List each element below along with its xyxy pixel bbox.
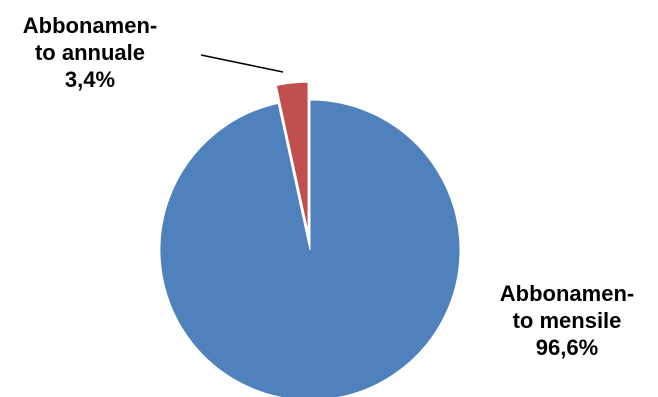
leader-line-annual [200, 54, 284, 73]
slice-label-annual-line1: Abbonamen- [22, 13, 158, 38]
slice-label-monthly-line2: to mensile [512, 308, 622, 333]
slice-label-annual-value: 3,4% [64, 67, 116, 92]
slice-label-monthly-value: 96,6% [535, 335, 599, 360]
slice-label-monthly-line1: Abbonamen- [499, 281, 635, 306]
slice-label-annual: Abbonamen- to annuale 3,4% [10, 12, 170, 93]
slice-label-annual-line2: to annuale [34, 40, 145, 65]
slice-label-monthly: Abbonamen- to mensile 96,6% [487, 280, 647, 361]
pie-slice-monthly [159, 99, 461, 397]
pie-slices [159, 81, 461, 397]
pie-slice-annual [275, 81, 309, 233]
